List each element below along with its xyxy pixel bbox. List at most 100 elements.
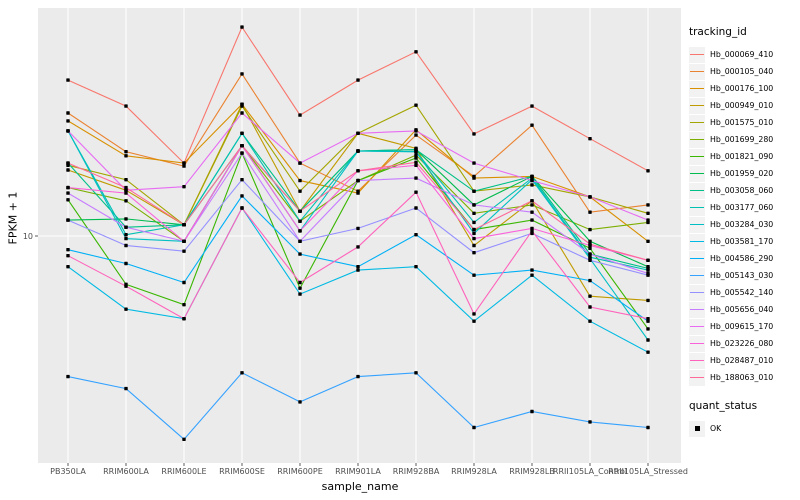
line-swatch-icon	[690, 359, 704, 362]
data-point-marker	[588, 319, 592, 323]
legend-item-label: Hb_005656_040	[710, 305, 774, 314]
legend-items: Hb_000069_410 Hb_000105_040 Hb_000176_100 H…	[689, 46, 799, 386]
legend-item-label: Hb_003581_170	[710, 237, 774, 246]
legend-item-Hb_001575_010: Hb_001575_010	[689, 114, 799, 131]
data-point-marker	[298, 189, 302, 193]
legend-item-Hb_005656_040: Hb_005656_040	[689, 301, 799, 318]
legend-key	[689, 216, 705, 233]
line-swatch-icon	[690, 104, 704, 107]
data-point-marker	[530, 203, 534, 207]
data-point-marker	[182, 437, 186, 441]
data-point-marker	[472, 231, 476, 236]
data-point-marker	[66, 168, 70, 172]
data-point-marker	[240, 72, 244, 76]
data-point-marker	[298, 229, 302, 233]
data-point-marker	[356, 265, 360, 269]
data-point-marker	[414, 129, 418, 133]
data-point-marker	[646, 425, 650, 430]
data-point-marker	[646, 211, 650, 215]
data-point-marker	[66, 265, 70, 269]
data-point-marker	[414, 190, 418, 194]
data-point-marker	[588, 227, 592, 232]
data-point-marker	[124, 150, 128, 154]
data-point-marker	[588, 252, 592, 256]
data-point-marker	[182, 239, 186, 243]
data-point-marker	[240, 194, 244, 198]
data-point-marker	[588, 278, 592, 283]
y-tick-label: 10	[23, 232, 33, 241]
data-point-marker	[472, 211, 476, 215]
legend-key	[689, 46, 705, 63]
data-point-marker	[124, 261, 128, 266]
legend-item-Hb_003581_170: Hb_003581_170	[689, 233, 799, 250]
data-point-marker	[530, 178, 534, 183]
data-point-marker	[588, 210, 592, 214]
legend-item-label: Hb_001959_020	[710, 169, 774, 178]
data-point-marker	[240, 111, 244, 115]
data-point-marker	[472, 132, 476, 136]
legend-item-label: Hb_001699_280	[710, 135, 774, 144]
legend-item-Hb_001821_090: Hb_001821_090	[689, 148, 799, 165]
data-point-marker	[66, 119, 70, 123]
data-point-marker	[472, 251, 476, 255]
line-swatch-icon	[690, 223, 704, 226]
data-point-marker	[356, 169, 360, 173]
data-point-marker	[124, 225, 128, 229]
data-point-marker	[414, 176, 418, 180]
legend-item-label: Hb_001575_010	[710, 118, 774, 127]
legend-key	[689, 267, 705, 284]
data-point-marker	[66, 161, 70, 165]
data-point-marker	[182, 223, 186, 227]
data-point-marker	[240, 104, 244, 108]
data-point-marker	[588, 239, 592, 243]
data-point-marker	[646, 317, 650, 321]
legend-item-label: Hb_028487_010	[710, 356, 774, 365]
data-point-marker	[66, 218, 70, 222]
x-tick-label: RRIM901LA	[335, 467, 381, 476]
legend-key	[689, 335, 705, 352]
data-point-marker	[646, 258, 650, 262]
legend-item-label: Hb_023226_080	[710, 339, 774, 348]
data-point-marker	[646, 169, 650, 173]
legend-item-label: Hb_005143_030	[710, 271, 774, 280]
data-point-marker	[66, 129, 70, 133]
legend-key	[689, 63, 705, 80]
data-point-marker	[646, 218, 650, 222]
data-point-marker	[240, 371, 244, 375]
x-tick-label: RRIM928BA	[393, 467, 440, 476]
legend-key	[689, 80, 705, 97]
data-point-marker	[356, 149, 360, 153]
data-point-marker	[182, 317, 186, 321]
legend-key	[689, 97, 705, 114]
data-point-marker	[414, 371, 418, 375]
line-swatch-icon	[690, 257, 704, 260]
data-point-marker	[414, 265, 418, 269]
legend-item-label: Hb_188063_010	[710, 373, 774, 382]
x-tick-label: RRII105LA_Stressed	[608, 467, 688, 476]
legend-item-Hb_000069_410: Hb_000069_410	[689, 46, 799, 63]
data-point-marker	[124, 104, 128, 108]
data-point-marker	[240, 178, 244, 182]
data-point-marker	[414, 150, 418, 154]
legend-item-Hb_004586_290: Hb_004586_290	[689, 250, 799, 267]
data-point-marker	[472, 319, 476, 323]
data-point-marker	[414, 163, 418, 167]
data-point-marker	[356, 245, 360, 249]
data-point-marker	[472, 161, 476, 165]
data-point-marker	[124, 307, 128, 311]
data-point-marker	[298, 113, 302, 117]
data-point-marker	[588, 246, 592, 250]
data-point-marker	[240, 131, 244, 135]
data-point-marker	[124, 386, 128, 391]
data-point-marker	[124, 236, 128, 241]
legend-key	[689, 318, 705, 335]
legend-item-label: OK	[710, 424, 722, 433]
data-point-marker	[66, 185, 70, 190]
data-point-marker	[588, 258, 592, 262]
data-point-marker	[530, 104, 534, 108]
legend-item-label: Hb_003177_060	[710, 203, 774, 212]
data-point-marker	[530, 210, 534, 214]
data-point-marker	[66, 248, 70, 252]
